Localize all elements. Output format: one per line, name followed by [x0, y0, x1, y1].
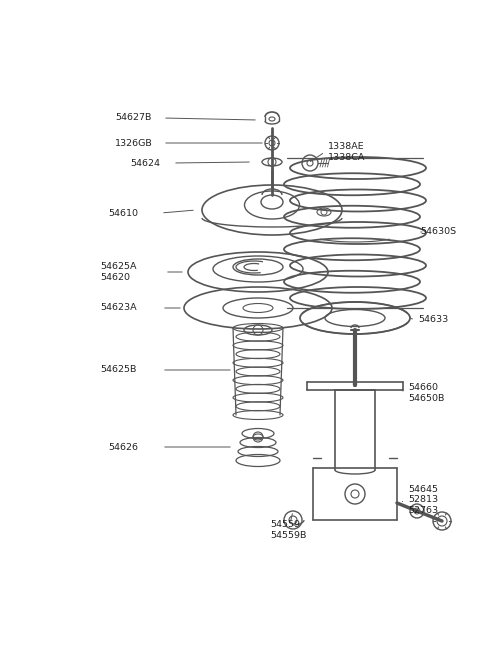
Text: 54626: 54626: [108, 443, 138, 451]
Text: 54627B: 54627B: [115, 113, 151, 122]
Text: 54625A
54620: 54625A 54620: [100, 262, 136, 282]
Text: 54630S: 54630S: [420, 227, 456, 236]
Text: 54660
54650B: 54660 54650B: [408, 383, 444, 403]
Text: 54610: 54610: [108, 208, 138, 217]
Text: 54625B: 54625B: [100, 365, 136, 375]
Text: 1326GB: 1326GB: [115, 138, 153, 147]
Text: 54645
52813
52763: 54645 52813 52763: [408, 485, 438, 515]
Text: 54559
54559B: 54559 54559B: [270, 520, 306, 540]
Text: 54624: 54624: [130, 159, 160, 168]
Text: 54633: 54633: [418, 316, 448, 324]
Text: 54623A: 54623A: [100, 303, 137, 312]
Text: 1338AE
1338CA: 1338AE 1338CA: [328, 142, 365, 162]
